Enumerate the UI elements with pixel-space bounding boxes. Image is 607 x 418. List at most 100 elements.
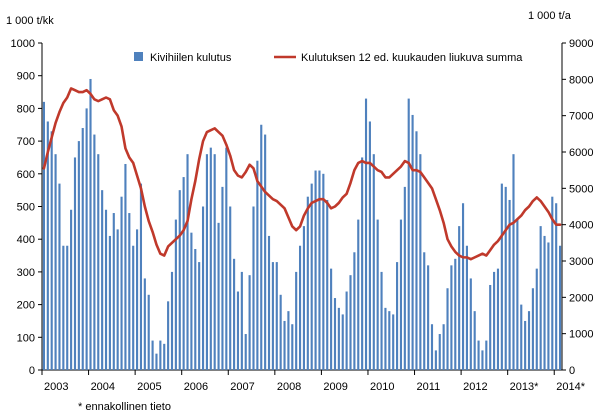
bar — [333, 298, 337, 370]
bar — [446, 288, 449, 370]
bar — [58, 183, 61, 370]
bar — [236, 291, 240, 370]
bar — [415, 131, 418, 370]
bar — [97, 154, 100, 370]
bar — [504, 186, 507, 370]
bar — [283, 320, 286, 370]
x-tick-label: 2005 — [137, 381, 161, 393]
bar — [256, 160, 259, 370]
bar — [376, 219, 379, 370]
y-left-tick-label: 300 — [17, 267, 35, 279]
moving-sum-line — [42, 87, 562, 261]
legend: Kivihiilen kulutus Kulutuksen 12 ed. kuu… — [134, 52, 523, 64]
bar — [477, 340, 480, 370]
bar — [267, 235, 271, 370]
bar — [190, 232, 193, 370]
bar — [481, 350, 484, 370]
bar — [458, 226, 461, 370]
bar — [248, 275, 251, 370]
y-left-tick-label: 100 — [17, 332, 35, 344]
axes: 0 100 200 300 400 500 600 700 800 900 1000 0 1000 200… — [11, 38, 594, 393]
y-right-tick-label: 7000 — [569, 111, 593, 123]
bar — [132, 245, 135, 370]
bar — [260, 124, 263, 370]
bar — [322, 173, 325, 370]
bar — [461, 203, 465, 370]
bar — [287, 311, 290, 370]
bar — [120, 196, 123, 370]
bar — [407, 98, 410, 370]
y-right-tick-label: 5000 — [569, 183, 593, 195]
bar — [345, 291, 348, 370]
bar — [85, 108, 88, 371]
y-right-tick-label: 1000 — [569, 329, 593, 341]
x-tick-label: 2012 — [463, 381, 487, 393]
bar — [372, 154, 375, 370]
bar — [353, 252, 356, 370]
bar — [493, 271, 496, 370]
bar — [520, 304, 523, 370]
bar — [531, 288, 534, 370]
bar — [392, 314, 395, 370]
y-right-tick-label: 3000 — [569, 256, 593, 268]
bar — [423, 252, 426, 370]
bar — [361, 157, 364, 370]
bar — [170, 271, 174, 370]
y-left-tick-label: 200 — [17, 300, 35, 312]
bar — [543, 235, 546, 370]
bar — [473, 311, 476, 370]
bar — [427, 265, 430, 370]
bar — [209, 147, 212, 370]
x-tick-label: 2011 — [417, 381, 441, 393]
y-left-tick-label: 1000 — [11, 38, 35, 50]
y-left-tick-label: 700 — [17, 136, 35, 148]
bar — [295, 271, 298, 370]
bar — [104, 209, 108, 370]
line-series — [42, 87, 562, 261]
bar — [508, 199, 511, 370]
bar — [233, 258, 236, 370]
bar — [194, 249, 197, 370]
bar — [454, 258, 457, 370]
bar — [291, 324, 294, 370]
y-right-tick-label: 8000 — [569, 74, 593, 86]
bar — [50, 131, 53, 370]
bar — [485, 340, 488, 370]
bar — [112, 213, 115, 370]
bar — [469, 278, 472, 370]
bar — [101, 190, 104, 370]
bar — [524, 320, 527, 370]
y-left-tick-label: 0 — [29, 365, 35, 377]
bar-series — [42, 78, 562, 371]
bar — [380, 271, 383, 370]
bar — [384, 307, 387, 370]
bar — [314, 170, 317, 370]
bar — [174, 219, 177, 370]
bar — [442, 324, 445, 370]
y-right-tick-label: 4000 — [569, 220, 593, 232]
bar — [496, 268, 500, 370]
bar — [302, 226, 305, 370]
footnote: * ennakollinen tieto — [78, 401, 171, 413]
bar — [357, 219, 360, 370]
bar — [516, 219, 519, 370]
bar — [450, 265, 453, 370]
bar — [330, 268, 333, 370]
bar — [535, 268, 538, 370]
bar — [465, 245, 468, 370]
bar — [527, 311, 531, 370]
bar — [178, 190, 181, 370]
bar — [411, 114, 414, 370]
bar — [558, 245, 562, 370]
bar — [399, 219, 403, 370]
bar — [489, 284, 492, 370]
bar — [388, 311, 391, 370]
bar — [108, 235, 111, 370]
bar — [275, 262, 278, 370]
bar — [54, 154, 57, 370]
y-right-tick-label: 6000 — [569, 147, 593, 159]
bar — [229, 206, 232, 370]
bar — [547, 242, 550, 370]
bar — [244, 334, 247, 370]
